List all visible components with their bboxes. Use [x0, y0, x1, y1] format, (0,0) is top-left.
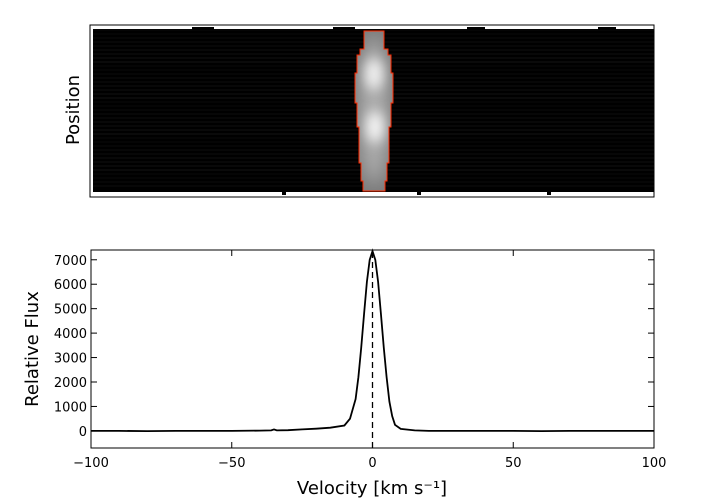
x-tick-label: −50 [218, 456, 245, 471]
edge-notch [192, 27, 214, 30]
position-velocity-panel: Position [63, 24, 655, 198]
y-tick-label: 3000 [54, 352, 87, 367]
edge-notch [467, 27, 485, 30]
top-y-axis-label: Position [63, 75, 84, 145]
y-tick-label: 2000 [54, 376, 87, 391]
x-tick-label: 0 [368, 456, 376, 471]
edge-notch [282, 191, 286, 195]
spectrum-panel: −100 −50 0 50 100 0 1000 2000 3000 4000 5000 6000 7… [22, 248, 667, 499]
edge-notch [598, 27, 616, 30]
edge-notch [333, 27, 355, 30]
emission-outline [354, 30, 394, 192]
edge-notch [417, 191, 421, 195]
y-ticks: 0 1000 2000 3000 4000 5000 6000 7000 [54, 254, 654, 440]
bright-knot-lower [366, 111, 384, 143]
y-tick-label: 7000 [54, 254, 87, 269]
y-tick-label: 0 [79, 425, 87, 440]
y-tick-label: 1000 [54, 400, 87, 415]
x-tick-label: 100 [642, 456, 667, 471]
bottom-plot-frame [90, 249, 655, 449]
bright-knot-upper [365, 58, 383, 90]
x-tick-label: 50 [505, 456, 522, 471]
y-axis-label: Relative Flux [22, 291, 43, 407]
y-tick-label: 6000 [54, 278, 87, 293]
x-tick-label: −100 [73, 456, 109, 471]
spectrum-line [91, 248, 654, 433]
y-tick-label: 4000 [54, 327, 87, 342]
edge-notch [547, 191, 551, 195]
x-axis-label: Velocity [km s⁻¹] [297, 478, 447, 499]
y-tick-label: 5000 [54, 303, 87, 318]
